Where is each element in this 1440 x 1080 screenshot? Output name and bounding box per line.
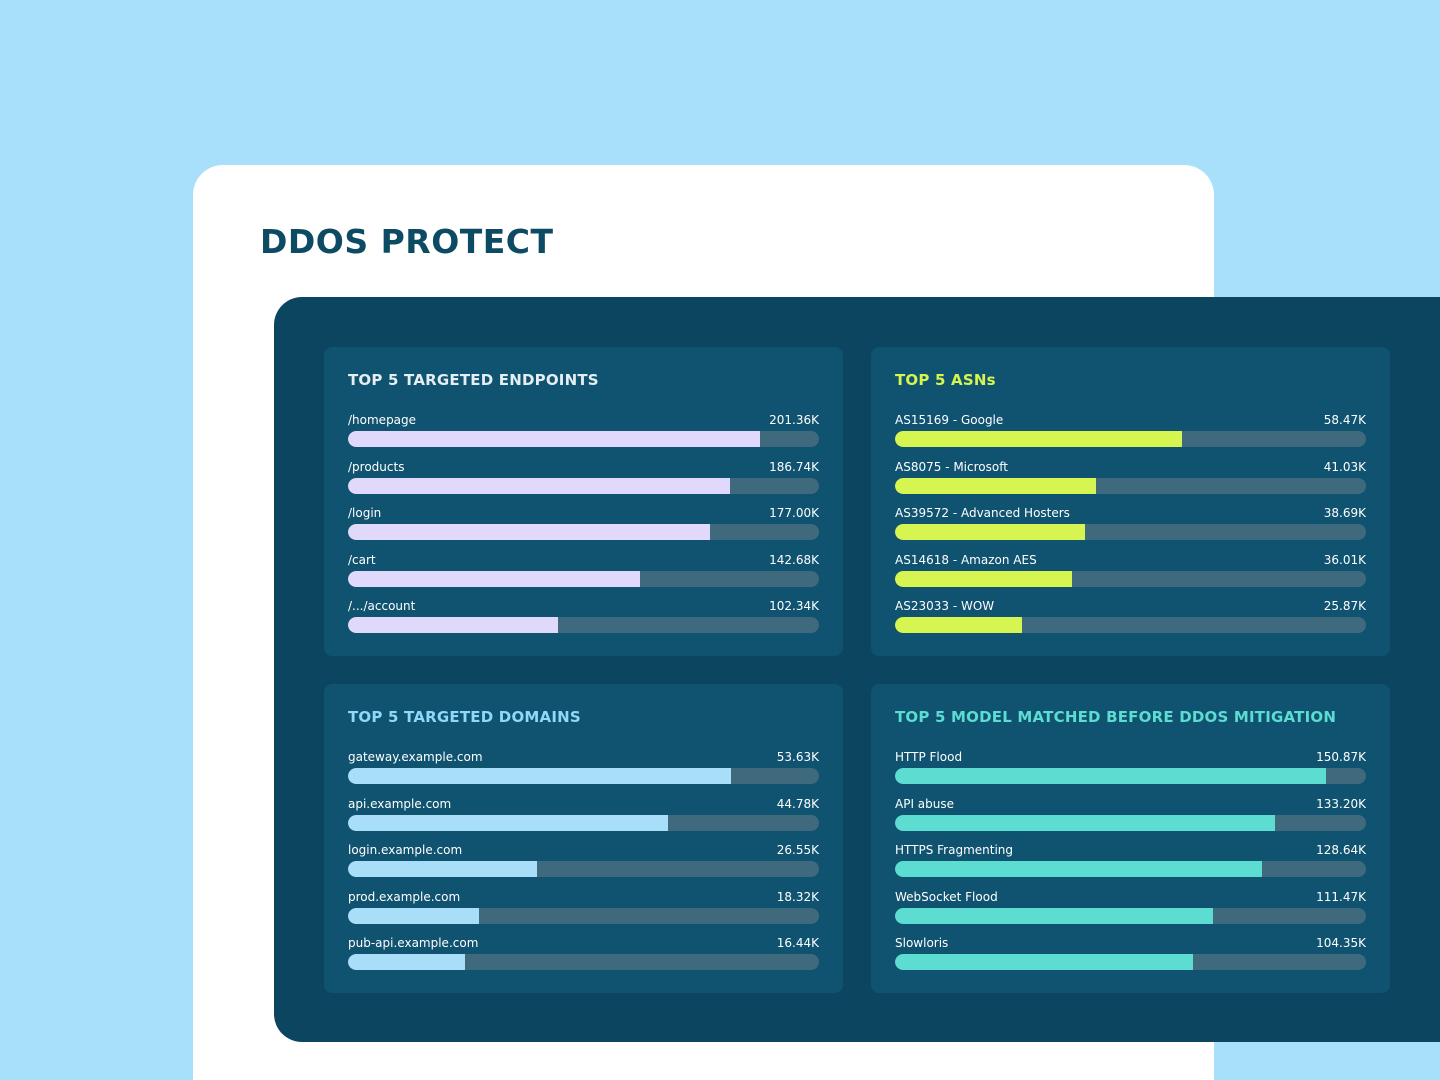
- bar-track: [895, 524, 1366, 540]
- value-label: 58.47K: [1323, 413, 1366, 427]
- bar-track: [895, 954, 1366, 970]
- panel: TOP 5 MODEL MATCHED BEFORE DDOS MITIGATI…: [871, 684, 1390, 993]
- value-label: 111.47K: [1316, 889, 1366, 904]
- bar-track: [348, 954, 819, 970]
- bar-track: [348, 907, 819, 924]
- row-label: /.../account: [348, 599, 416, 613]
- row-label: /login: [348, 506, 382, 520]
- bar: [895, 570, 1072, 587]
- bar: [348, 477, 731, 494]
- dashboard: TOP 5 TARGETED ENDPOINTS/homepage 201.36K…: [274, 297, 1440, 1042]
- bar: [348, 814, 668, 831]
- value-label: 53.63K: [776, 750, 819, 764]
- row-label: AS14618 - Amazon AES: [895, 552, 1037, 567]
- bar-track: [895, 431, 1366, 447]
- bar-track: [895, 570, 1366, 587]
- row-label: HTTP Flood: [895, 750, 963, 764]
- value-label: 142.68K: [769, 552, 819, 567]
- bar-track: [348, 477, 819, 494]
- row-label: /homepage: [348, 413, 417, 427]
- value-label: 16.44K: [776, 936, 819, 950]
- value-label: 128.64K: [1316, 843, 1366, 857]
- value-label: 104.35K: [1316, 936, 1366, 950]
- bar: [895, 524, 1085, 540]
- row-label: /products: [348, 459, 405, 474]
- bar: [348, 861, 538, 877]
- panel: TOP 5 TARGETED ENDPOINTS/homepage 201.36K…: [324, 347, 843, 656]
- value-label: 36.01K: [1323, 552, 1366, 567]
- bar: [895, 431, 1182, 447]
- row-label: AS8075 - Microsoft: [895, 459, 1008, 474]
- row-label: WebSocket Flood: [895, 889, 998, 904]
- page-title: DDOS PROTECT: [260, 222, 554, 261]
- bar-track: [895, 617, 1366, 633]
- bar: [348, 907, 479, 924]
- row-label: gateway.example.com: [348, 750, 483, 764]
- bar-track: [895, 477, 1366, 494]
- bar: [895, 907, 1214, 924]
- bar: [895, 477, 1097, 494]
- value-label: 102.34K: [769, 599, 819, 613]
- bar-track: [895, 907, 1366, 924]
- bar: [348, 570, 641, 587]
- bar: [348, 431, 761, 447]
- bar: [895, 954, 1193, 970]
- bar: [348, 954, 466, 970]
- value-label: 25.87K: [1323, 599, 1366, 613]
- bar-track: [348, 814, 819, 831]
- value-label: 150.87K: [1316, 750, 1366, 764]
- value-label: 186.74K: [769, 459, 819, 474]
- panel-title: TOP 5 TARGETED ENDPOINTS: [348, 371, 599, 389]
- panel: TOP 5 ASNs AS15169 - Google 58.47K AS8075 -…: [871, 347, 1390, 656]
- row-label: AS39572 - Advanced Hosters: [895, 506, 1070, 520]
- row-label: AS15169 - Google: [895, 413, 1004, 427]
- value-label: 177.00K: [769, 506, 819, 520]
- panel-title: TOP 5 MODEL MATCHED BEFORE DDOS MITIGATI…: [895, 708, 1337, 726]
- row-label: AS23033 - WOW: [895, 599, 995, 613]
- bar: [348, 768, 731, 784]
- panel-title: TOP 5 TARGETED DOMAINS: [348, 708, 581, 726]
- bar-track: [895, 861, 1366, 877]
- bar-track: [348, 617, 819, 633]
- row-label: prod.example.com: [348, 889, 461, 904]
- bar: [895, 617, 1022, 633]
- bar: [895, 768, 1326, 784]
- row-label: HTTPS Fragmenting: [895, 843, 1014, 857]
- bar-track: [348, 524, 819, 540]
- row-label: pub-api.example.com: [348, 936, 479, 950]
- bar: [348, 524, 711, 540]
- bar-track: [895, 814, 1366, 831]
- bar: [895, 814, 1276, 831]
- bar-track: [895, 768, 1366, 784]
- bar: [348, 617, 558, 633]
- value-label: 133.20K: [1316, 796, 1366, 811]
- value-label: 26.55K: [776, 843, 819, 857]
- panel-title: TOP 5 ASNs: [895, 371, 996, 389]
- row-label: API abuse: [895, 796, 955, 811]
- value-label: 18.32K: [776, 889, 819, 904]
- row-label: api.example.com: [348, 796, 452, 811]
- bar-track: [348, 768, 819, 784]
- row-label: login.example.com: [348, 843, 463, 857]
- value-label: 38.69K: [1323, 506, 1366, 520]
- bar: [895, 861, 1263, 877]
- panel: TOP 5 TARGETED DOMAINS gateway.example.co…: [324, 684, 843, 993]
- value-label: 44.78K: [776, 796, 819, 811]
- bar-track: [348, 570, 819, 587]
- row-label: Slowloris: [895, 936, 949, 950]
- bar-track: [348, 861, 819, 877]
- value-label: 201.36K: [769, 413, 819, 427]
- value-label: 41.03K: [1323, 459, 1366, 474]
- row-label: /cart: [348, 552, 376, 567]
- bar-track: [348, 431, 819, 447]
